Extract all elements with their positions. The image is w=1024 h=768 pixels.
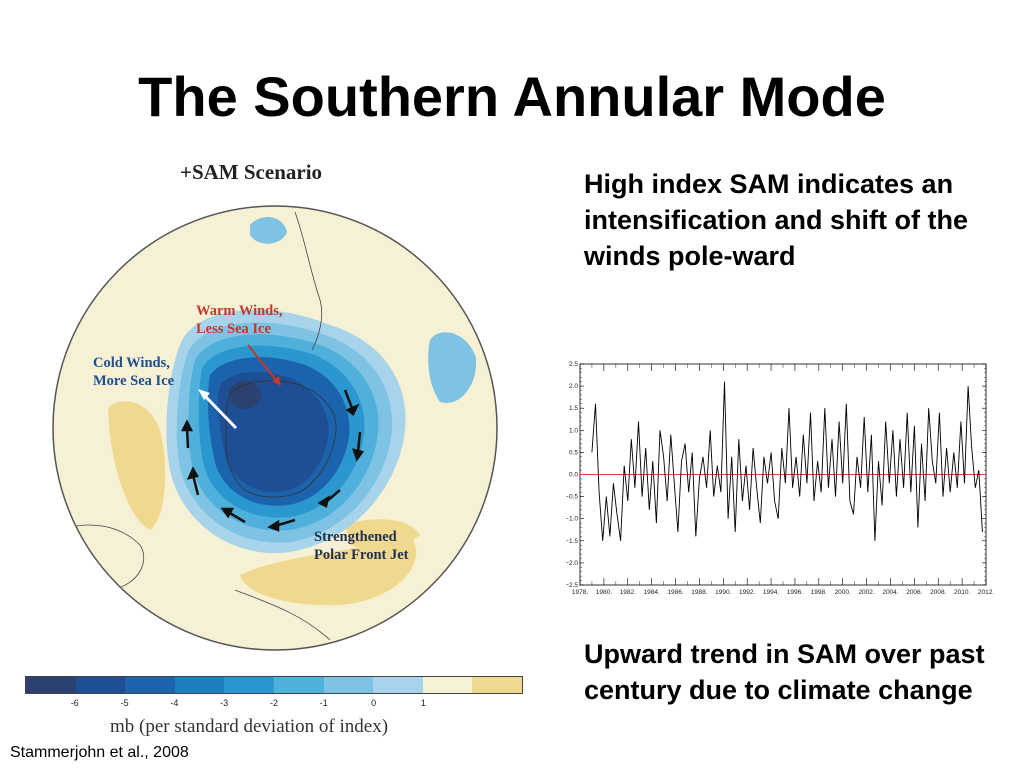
sam-index-line [591, 381, 983, 541]
y-tick-label: 0.5 [569, 449, 578, 456]
colorbar-tick-label: 1 [420, 698, 426, 708]
y-tick-label: 2.5 [569, 361, 578, 368]
cold-winds-label: Cold Winds, More Sea Ice [93, 355, 175, 389]
slide-title: The Southern Annular Mode [138, 65, 886, 128]
x-tick-label: 2012. [978, 589, 994, 596]
wind-arrows [180, 389, 365, 532]
colorbar-tick-label: -1 [319, 698, 328, 708]
x-tick-label: 1988. [691, 589, 707, 596]
y-tick-label: −2.0 [566, 560, 578, 567]
colorbar-tick-label: 0 [371, 698, 377, 708]
citation: Stammerjohn et al., 2008 [10, 744, 189, 761]
y-tick-label: 2.0 [569, 383, 578, 390]
x-tick-label: 2002. [858, 589, 874, 596]
warm-winds-label: Warm Winds, Less Sea Ice [196, 303, 283, 337]
sam-index-explanation: High index SAM indicates an intensificat… [584, 169, 968, 271]
anomaly-positive-south [240, 535, 417, 606]
globe [53, 206, 497, 650]
x-tick-label: 2008. [930, 589, 946, 596]
colorbar-tick-label: -6 [70, 698, 79, 708]
x-tick-label: 1982. [620, 589, 636, 596]
x-tick-label: 1998. [811, 589, 827, 596]
colorbar-swatch [422, 677, 473, 693]
x-tick-label: 2010. [954, 589, 970, 596]
anomaly-negative-east [428, 332, 477, 403]
colorbar-swatch [125, 677, 175, 693]
colorbar-swatch [75, 677, 126, 693]
colorbar-swatch [273, 677, 324, 693]
colorbar-swatch [174, 677, 225, 693]
x-tick-label: 1978. [572, 589, 588, 596]
y-tick-label: 1.5 [569, 405, 578, 412]
y-tick-label: −0.5 [566, 494, 578, 501]
antarctica-coastline [225, 380, 337, 498]
polar-front-jet-label: Strengthened Polar Front Jet [314, 529, 409, 563]
sam-trend-statement: Upward trend in SAM over past century du… [584, 639, 985, 705]
cold-wind-arrow [202, 393, 238, 430]
anomaly-negative-north [250, 216, 287, 244]
colorbar-tick-label: -3 [220, 698, 229, 708]
x-tick-label: 1996. [787, 589, 803, 596]
colorbar-swatch [224, 677, 274, 693]
scenario-title: +SAM Scenario [180, 160, 323, 184]
south-america-coastline [294, 211, 323, 351]
colorbar-tick-label: -4 [170, 698, 179, 708]
y-tick-label: −1.5 [566, 538, 578, 545]
colorbar-swatch [26, 677, 76, 693]
y-tick-label: 0.0 [569, 472, 578, 479]
y-tick-label: 1.0 [569, 427, 578, 434]
colorbar-tick-label: -5 [120, 698, 129, 708]
anomaly-minimum [229, 381, 261, 409]
anomaly-positive-west [108, 401, 166, 530]
x-tick-label: 1994. [763, 589, 779, 596]
x-tick-label: 1992. [739, 589, 755, 596]
anomaly-positive-southeast [345, 519, 420, 549]
colorbar-swatch [472, 677, 522, 693]
x-tick-label: 2006. [906, 589, 922, 596]
africa-coastline [234, 589, 331, 641]
x-tick-label: 1984. [644, 589, 660, 596]
colorbar [25, 676, 523, 694]
x-tick-label: 1990. [715, 589, 731, 596]
australia-coastline [59, 524, 145, 591]
colorbar-swatch [373, 677, 423, 693]
x-tick-label: 1980. [596, 589, 612, 596]
y-tick-label: −2.5 [566, 582, 578, 589]
sam-scenario-map [0, 150, 560, 750]
colorbar-swatch [323, 677, 374, 693]
x-tick-label: 1986. [667, 589, 683, 596]
colorbar-caption: mb (per standard deviation of index) [110, 716, 389, 737]
warm-wind-arrow [247, 344, 277, 381]
colorbar-tick-label: -2 [269, 698, 279, 708]
x-tick-label: 2004. [882, 589, 898, 596]
x-tick-label: 2000. [835, 589, 851, 596]
sam-index-timeseries-chart: 2.52.01.51.00.50.0−0.5−1.0−1.5−2.0−2.519… [566, 361, 994, 596]
y-tick-label: −1.0 [566, 516, 578, 523]
